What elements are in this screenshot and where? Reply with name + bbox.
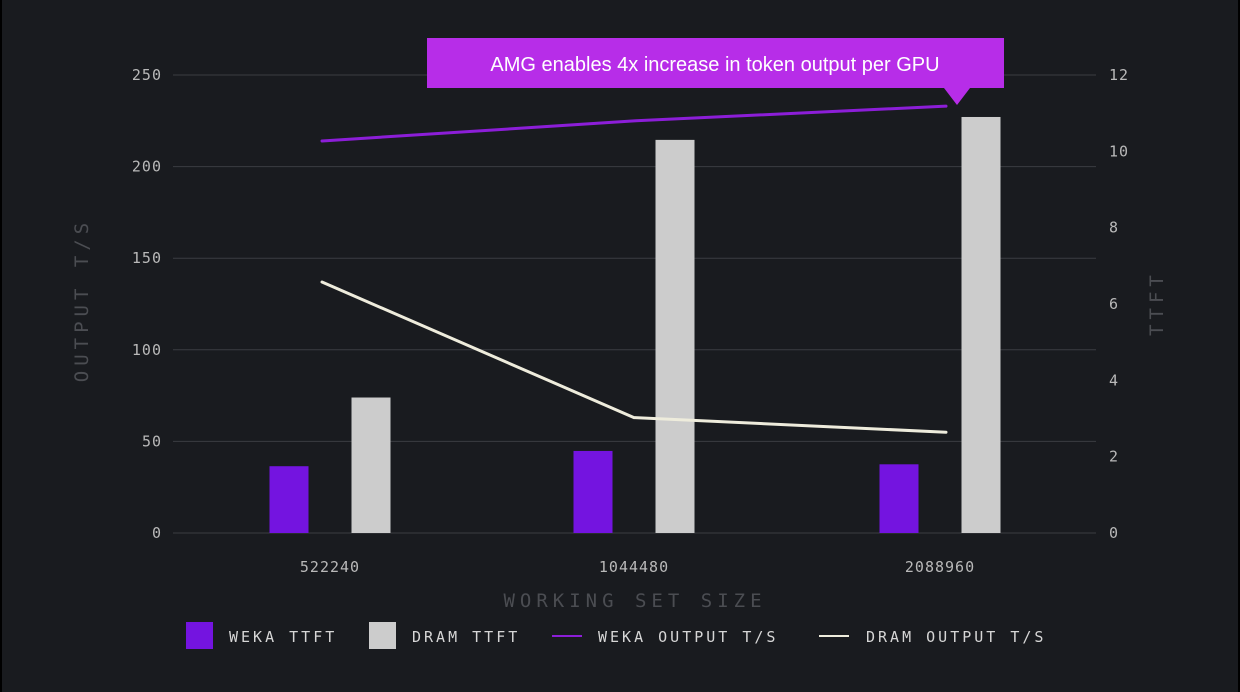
line-dram-output bbox=[320, 280, 948, 434]
callout-pointer bbox=[944, 88, 970, 105]
y2-tick-label-4: 4 bbox=[1109, 371, 1119, 389]
legend-swatch-weka-ttft bbox=[186, 622, 213, 649]
tick-labels: 0 50 100 150 200 250 0 2 4 6 8 10 12 522240 1044480 208… bbox=[132, 66, 1129, 576]
callout-text: AMG enables 4x increase in token output … bbox=[490, 54, 939, 76]
callout: AMG enables 4x increase in token output … bbox=[427, 38, 1004, 105]
y-tick-label-250: 250 bbox=[132, 66, 162, 84]
line-weka-output bbox=[320, 104, 948, 143]
y2-tick-label-6: 6 bbox=[1109, 295, 1119, 313]
y-tick-label-0: 0 bbox=[152, 524, 162, 542]
y2-tick-label-0: 0 bbox=[1109, 524, 1119, 542]
gridlines bbox=[173, 74, 1096, 534]
y-axis-title-left: OUTPUT T/S bbox=[71, 218, 93, 382]
y2-tick-label-12: 12 bbox=[1109, 66, 1129, 84]
y2-tick-label-2: 2 bbox=[1109, 448, 1119, 466]
x-tick-label-522240: 522240 bbox=[300, 558, 360, 576]
legend-label-weka-ttft: WEKA TTFT bbox=[229, 628, 337, 646]
callout-box bbox=[427, 38, 1004, 88]
bars bbox=[269, 116, 1001, 533]
legend-label-dram-output: DRAM OUTPUT T/S bbox=[866, 628, 1046, 646]
y2-tick-label-10: 10 bbox=[1109, 142, 1129, 160]
bar-dram-ttft-1044480 bbox=[655, 139, 695, 533]
y-tick-label-150: 150 bbox=[132, 249, 162, 267]
bar-weka-ttft-522240 bbox=[269, 466, 309, 533]
legend: WEKA TTFT DRAM TTFT WEKA OUTPUT T/S DRAM… bbox=[186, 622, 1046, 649]
x-axis-title: WORKING SET SIZE bbox=[503, 590, 766, 612]
lines bbox=[320, 104, 948, 434]
x-tick-label-1044480: 1044480 bbox=[599, 558, 669, 576]
y-axis-title-right: TTFT bbox=[1146, 270, 1168, 336]
y-tick-label-200: 200 bbox=[132, 158, 162, 176]
bar-weka-ttft-1044480 bbox=[573, 450, 613, 533]
bar-weka-ttft-2088960 bbox=[879, 464, 919, 533]
legend-swatch-dram-ttft bbox=[369, 622, 396, 649]
x-tick-label-2088960: 2088960 bbox=[905, 558, 975, 576]
legend-label-weka-output: WEKA OUTPUT T/S bbox=[598, 628, 778, 646]
y2-tick-label-8: 8 bbox=[1109, 219, 1119, 237]
bar-dram-ttft-2088960 bbox=[961, 116, 1001, 533]
y-tick-label-100: 100 bbox=[132, 341, 162, 359]
bar-dram-ttft-522240 bbox=[351, 397, 391, 533]
legend-label-dram-ttft: DRAM TTFT bbox=[412, 628, 520, 646]
y-tick-label-50: 50 bbox=[142, 432, 162, 450]
